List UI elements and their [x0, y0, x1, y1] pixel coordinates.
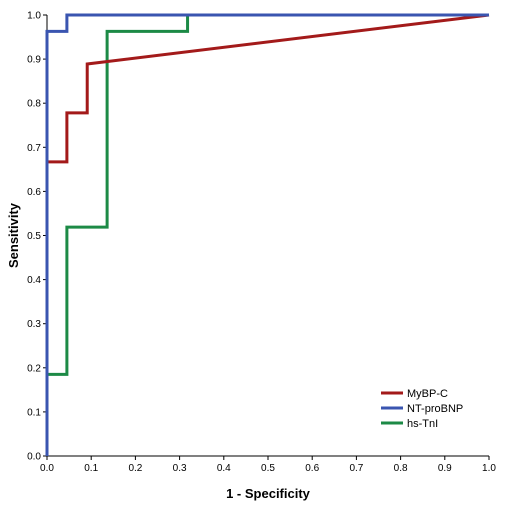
- x-axis: 0.0 0.1 0.2 0.3 0.4 0.5 0.6 0.7 0.8 0.9 1.0: [40, 456, 496, 474]
- x-tick-label: 0.3: [173, 463, 187, 474]
- series-layer: [45, 13, 490, 456]
- legend-label: NT-proBNP: [407, 403, 463, 415]
- y-axis: 0.0 0.1 0.2 0.3 0.4 0.5 0.6 0.7 0.8 0.9 1.0: [27, 11, 47, 463]
- y-tick-label: 0.2: [27, 363, 41, 374]
- y-tick-label: 0.4: [27, 275, 41, 286]
- y-tick-label: 0.5: [27, 231, 41, 242]
- x-tick-label: 0.5: [261, 463, 275, 474]
- series-line-hs-tni: [45, 13, 489, 456]
- x-tick-label: 0.4: [217, 463, 231, 474]
- y-axis-title: Sensitivity: [6, 202, 21, 268]
- x-tick-label: 0.9: [438, 463, 452, 474]
- y-tick-label: 0.6: [27, 187, 41, 198]
- x-tick-label: 1.0: [482, 463, 496, 474]
- y-tick-label: 0.1: [27, 407, 41, 418]
- series-line-nt-probnp: [45, 13, 489, 456]
- x-tick-label: 0.7: [349, 463, 363, 474]
- y-tick-label: 0.9: [27, 55, 41, 66]
- x-tick-label: 0.8: [394, 463, 408, 474]
- y-tick-label: 0.3: [27, 319, 41, 330]
- x-tick-label: 0.2: [128, 463, 142, 474]
- x-tick-label: 0.1: [84, 463, 98, 474]
- y-tick-label: 0.8: [27, 99, 41, 110]
- legend-label: MyBP-C: [407, 388, 448, 400]
- y-tick-label: 0.7: [27, 143, 41, 154]
- y-tick-label: 0.0: [27, 452, 41, 463]
- y-tick-label: 1.0: [27, 11, 41, 22]
- legend-label: hs-TnI: [407, 418, 438, 430]
- x-tick-label: 0.0: [40, 463, 54, 474]
- x-tick-label: 0.6: [305, 463, 319, 474]
- legend: MyBP-C NT-proBNP hs-TnI: [381, 388, 463, 430]
- x-axis-title: 1 - Specificity: [226, 486, 311, 501]
